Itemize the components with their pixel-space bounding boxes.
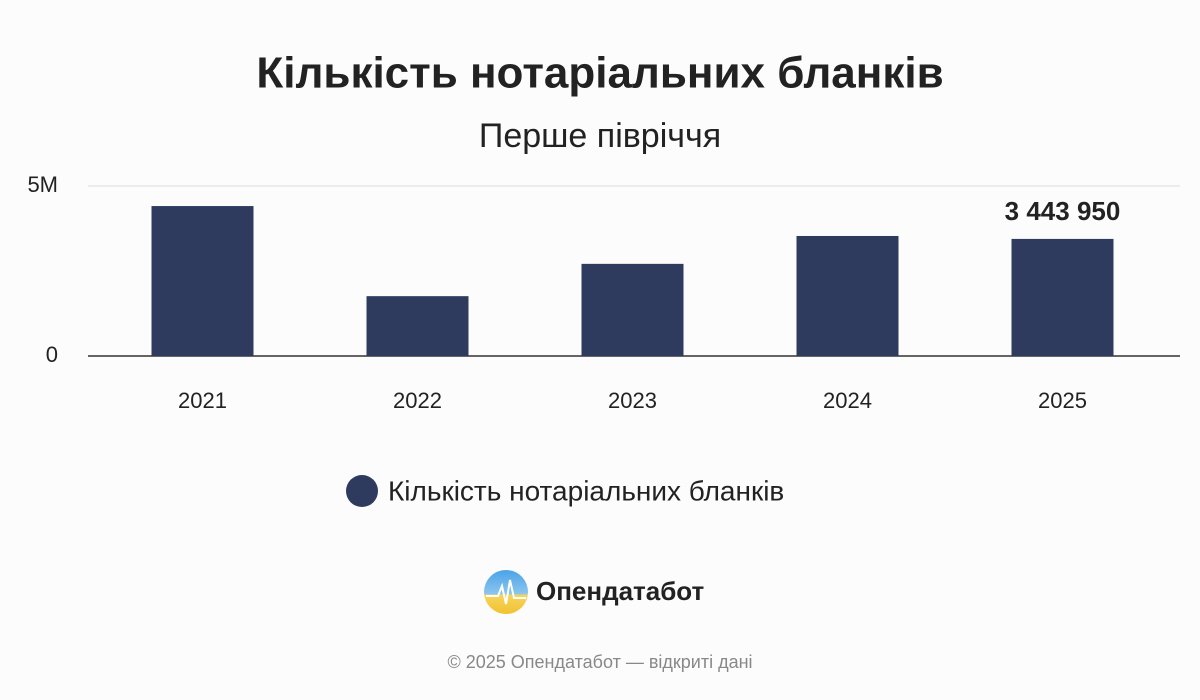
x-tick-label: 2022 (393, 388, 442, 413)
chart-title: Кількість нотаріальних бланків (256, 49, 943, 98)
bar (366, 296, 469, 356)
bar (151, 206, 254, 356)
footer: © 2025 Опендатабот — відкриті дані (447, 652, 752, 672)
x-tick-label: 2024 (823, 388, 872, 413)
legend-label: Кількість нотаріальних бланків (388, 475, 784, 506)
x-tick-label: 2023 (608, 388, 657, 413)
legend-marker (346, 475, 378, 507)
logo-icon (484, 570, 528, 614)
value-label: 3 443 950 (1005, 196, 1121, 226)
y-tick-label: 0 (46, 342, 58, 367)
bar (1011, 238, 1114, 356)
x-tick-label: 2021 (178, 388, 227, 413)
logo-pulse (486, 579, 526, 605)
bar (796, 235, 899, 356)
bar (581, 263, 684, 356)
y-tick-label: 5M (27, 172, 58, 197)
logo-text: Опендатабот (536, 576, 705, 606)
chart-subtitle: Перше півріччя (479, 117, 721, 155)
x-tick-label: 2025 (1038, 388, 1087, 413)
